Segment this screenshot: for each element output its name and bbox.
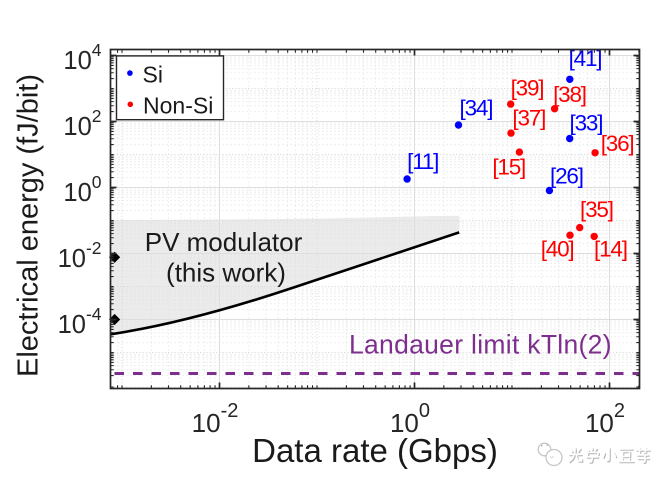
svg-text:[37]: [37] [512, 106, 545, 131]
svg-text:[33]: [33] [570, 111, 603, 136]
svg-text:[38]: [38] [553, 82, 586, 107]
svg-text:Data rate (Gbps): Data rate (Gbps) [252, 432, 498, 469]
svg-text:[11]: [11] [407, 149, 438, 174]
svg-text:[40]: [40] [541, 237, 574, 262]
svg-text:[14]: [14] [594, 237, 627, 262]
svg-text:Si: Si [143, 62, 163, 88]
svg-text:PV modulator: PV modulator [145, 227, 303, 257]
svg-text:[34]: [34] [460, 96, 493, 121]
svg-text:Non-Si: Non-Si [143, 92, 213, 118]
svg-text:[26]: [26] [550, 163, 583, 188]
svg-text:(this work): (this work) [166, 258, 286, 288]
svg-text:Landauer limit kTln(2): Landauer limit kTln(2) [349, 330, 612, 360]
svg-text:[15]: [15] [492, 155, 525, 180]
svg-text:Electrical energy (fJ/bit): Electrical energy (fJ/bit) [13, 74, 45, 377]
svg-text:[35]: [35] [580, 197, 613, 222]
svg-text:[36]: [36] [601, 131, 634, 156]
svg-text:[39]: [39] [511, 76, 544, 101]
